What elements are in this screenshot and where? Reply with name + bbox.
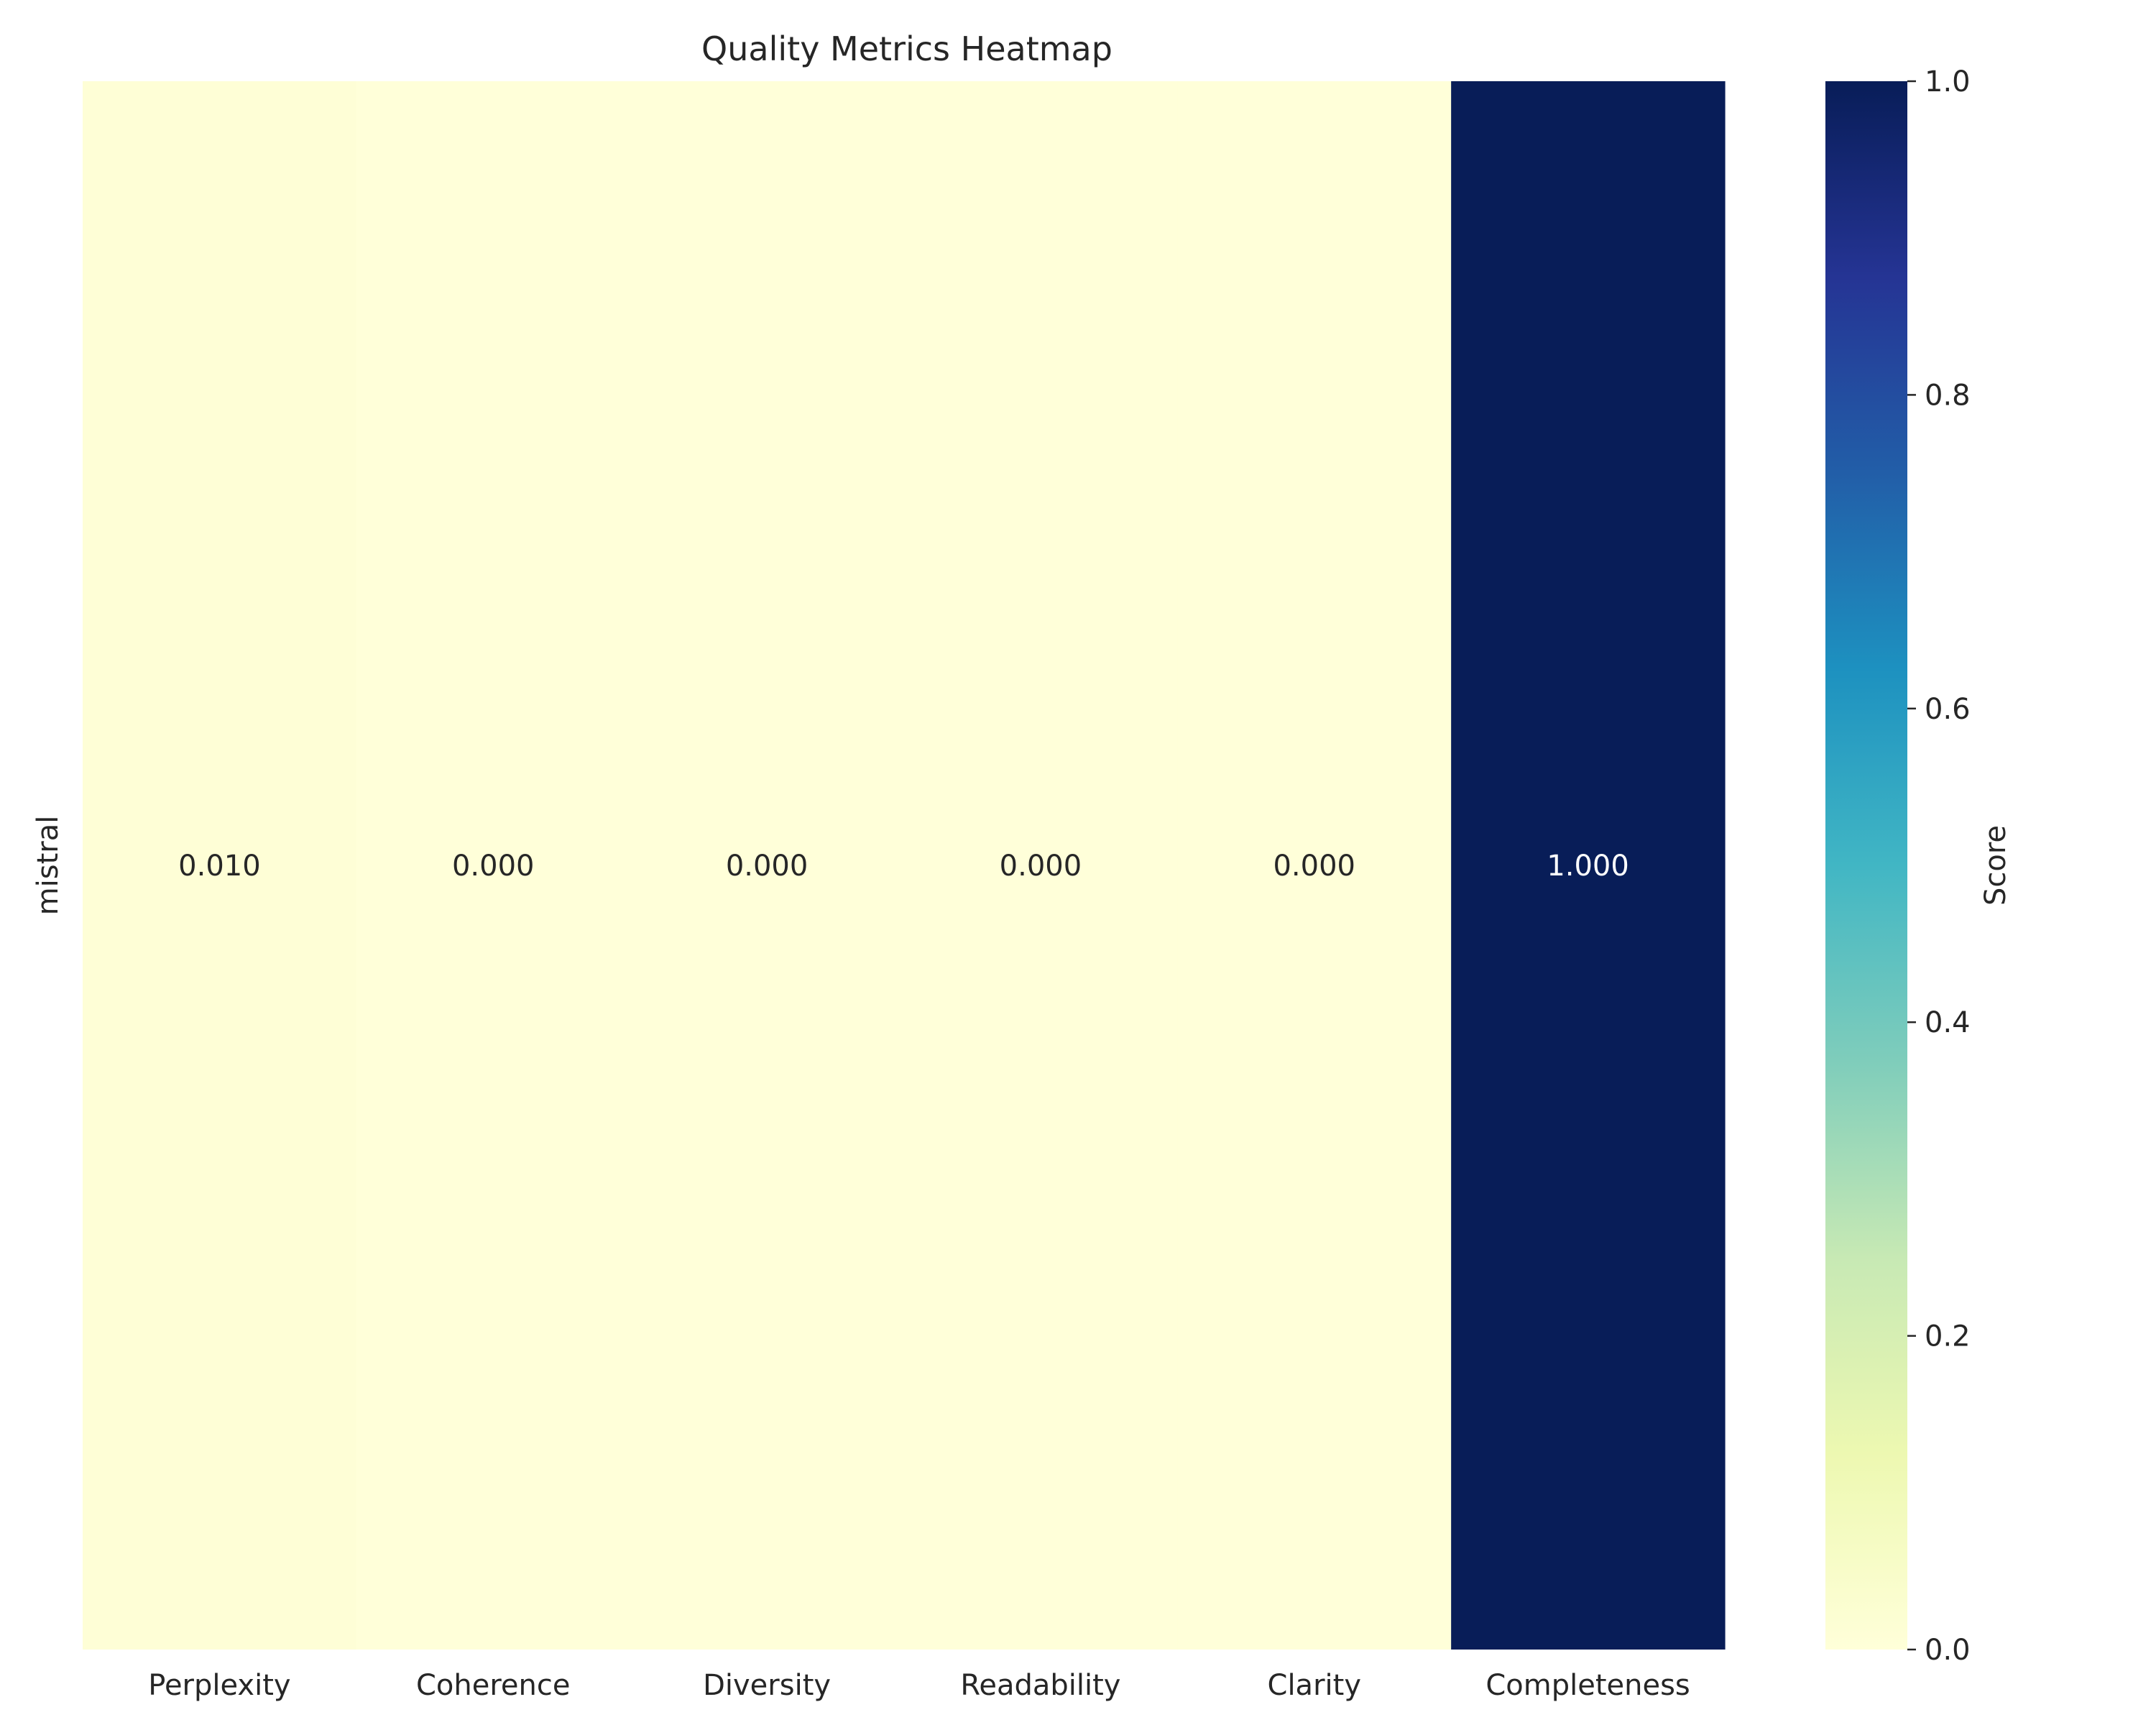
heatmap-cell <box>1177 81 1452 1650</box>
colorbar-gradient <box>1825 81 1907 1650</box>
colorbar-tick-label: 0.2 <box>1925 1320 1971 1353</box>
colorbar-tick-label: 0.8 <box>1925 379 1971 412</box>
cell-value-label: 0.000 <box>452 850 535 883</box>
x-tick-label: Coherence <box>416 1669 571 1702</box>
chart-title: Quality Metrics Heatmap <box>701 29 1112 68</box>
colorbar-tick-label: 1.0 <box>1925 65 1971 98</box>
cell-value-label: 0.010 <box>178 850 261 883</box>
heatmap-cell-labels: 0.010 0.000 0.000 0.000 0.000 1.000 <box>178 850 1629 883</box>
cell-value-label: 1.000 <box>1547 850 1629 883</box>
heatmap-cell <box>903 81 1178 1650</box>
colorbar-tick-label: 0.0 <box>1925 1634 1971 1667</box>
x-tick-label: Completeness <box>1485 1669 1690 1702</box>
heatmap-cells <box>83 81 1726 1650</box>
heatmap-cell <box>1451 81 1726 1650</box>
x-tick-label: Diversity <box>703 1669 831 1702</box>
x-tick-label: Readability <box>960 1669 1120 1702</box>
cell-value-label: 0.000 <box>1273 850 1355 883</box>
x-tick-label: Clarity <box>1268 1669 1361 1702</box>
x-axis-ticks: Perplexity Coherence Diversity Readability C… <box>148 1669 1690 1702</box>
colorbar-tick-label: 0.4 <box>1925 1006 1971 1039</box>
heatmap-cell <box>83 81 357 1650</box>
colorbar-ticks: 0.0 0.2 0.4 0.6 0.8 1.0 <box>1907 65 1971 1667</box>
y-axis-ticks: mistral <box>32 816 65 916</box>
cell-value-label: 0.000 <box>1000 850 1082 883</box>
heatmap-cell <box>630 81 905 1650</box>
colorbar-tick-label: 0.6 <box>1925 693 1971 726</box>
x-tick-label: Perplexity <box>148 1669 290 1702</box>
colorbar-label: Score <box>1979 825 2012 906</box>
heatmap-cell <box>356 81 631 1650</box>
y-tick-label: mistral <box>32 816 65 916</box>
cell-value-label: 0.000 <box>726 850 808 883</box>
colorbar: 0.0 0.2 0.4 0.6 0.8 1.0 Score <box>1825 65 2012 1667</box>
